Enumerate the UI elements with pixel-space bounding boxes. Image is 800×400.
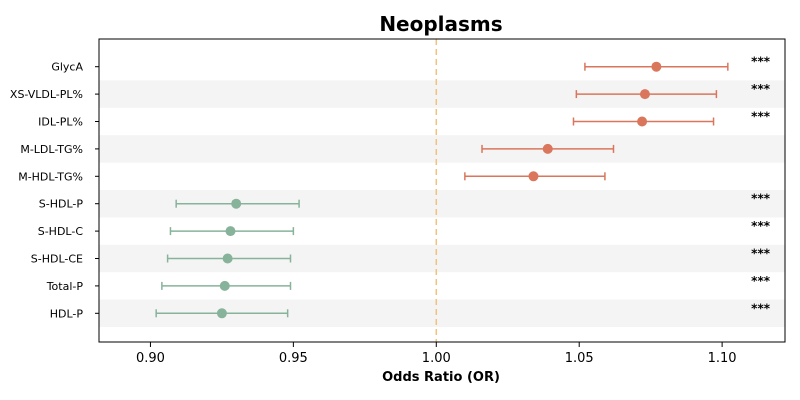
- significance-label: ***: [751, 247, 771, 261]
- x-axis: 0.90 0.95 1.00 1.05 1.10: [136, 342, 737, 366]
- y-axis-labels: GlycA XS-VLDL-PL% IDL-PL% M-LDL-TG% M-HDL-TG…: [10, 61, 99, 320]
- y-tick-label: HDL-P: [50, 307, 84, 320]
- significance-label: ***: [751, 82, 771, 96]
- y-tick-label: S-HDL-CE: [31, 253, 83, 266]
- or-point: [637, 116, 648, 127]
- significance-labels: *** *** *** *** *** *** *** ***: [751, 55, 771, 316]
- or-point: [225, 226, 236, 237]
- significance-label: ***: [751, 55, 771, 69]
- significance-label: ***: [751, 192, 771, 206]
- significance-label: ***: [751, 219, 771, 233]
- or-point: [219, 280, 230, 291]
- y-tick-label: M-HDL-TG%: [18, 170, 83, 183]
- or-point: [222, 253, 233, 264]
- plot-frame: [98, 38, 786, 343]
- x-tick-label: 1.05: [565, 351, 594, 366]
- or-point: [639, 89, 650, 100]
- y-tick-label: IDL-PL%: [38, 116, 83, 129]
- y-tick-label: GlycA: [51, 61, 83, 74]
- chart-title: Neoplasms: [379, 12, 502, 36]
- x-tick-label: 1.00: [422, 351, 451, 366]
- x-tick-label: 1.10: [708, 351, 737, 366]
- x-tick-label: 0.95: [279, 351, 308, 366]
- x-axis-label: Odds Ratio (OR): [382, 370, 500, 385]
- y-tick-label: M-LDL-TG%: [20, 143, 83, 156]
- significance-label: ***: [751, 301, 771, 315]
- significance-label: ***: [751, 274, 771, 288]
- or-point: [542, 143, 553, 154]
- y-tick-label: XS-VLDL-PL%: [10, 88, 83, 101]
- y-tick-label: S-HDL-C: [38, 225, 84, 238]
- or-point: [216, 308, 227, 319]
- or-point: [231, 198, 242, 209]
- data-marks: [155, 61, 729, 319]
- y-tick-label: S-HDL-P: [39, 198, 84, 211]
- or-point: [528, 171, 539, 182]
- significance-label: ***: [751, 110, 771, 124]
- x-tick-label: 0.90: [136, 351, 165, 366]
- or-point: [651, 61, 662, 72]
- y-tick-label: Total-P: [46, 280, 84, 293]
- row-band: [99, 135, 785, 163]
